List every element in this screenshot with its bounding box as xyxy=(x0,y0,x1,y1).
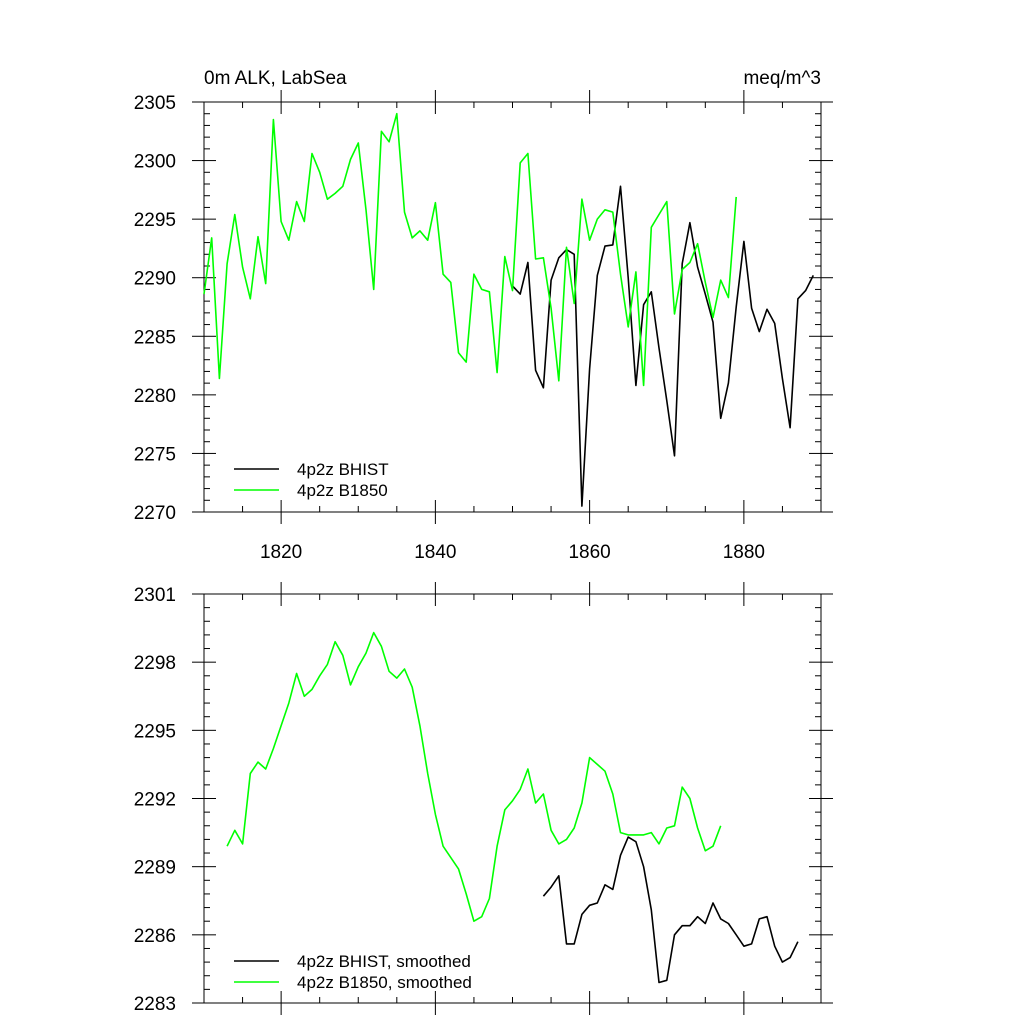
y-tick-label: 2285 xyxy=(134,327,176,348)
legend: 4p2z BHIST, smoothed 4p2z B1850, smoothe… xyxy=(234,952,472,992)
legend-label-bhist: 4p2z BHIST xyxy=(297,460,389,479)
y-tick-label: 2305 xyxy=(134,93,176,114)
chart-title: 0m ALK, LabSea xyxy=(204,68,347,89)
axis-ticks xyxy=(192,582,833,1015)
series-lines xyxy=(226,631,799,984)
legend-label-bhist-smoothed: 4p2z BHIST, smoothed xyxy=(297,952,471,971)
x-tick-label: 1880 xyxy=(723,542,765,563)
y-tick-label: 2283 xyxy=(134,994,176,1015)
y-tick-label: 2289 xyxy=(134,858,176,879)
plot-frame xyxy=(203,101,822,513)
y-tick-label: 2300 xyxy=(134,152,176,173)
y-tick-label: 2270 xyxy=(134,503,176,524)
y-tick-label: 2275 xyxy=(134,444,176,465)
y-tick-label: 2295 xyxy=(134,210,176,231)
x-tick-label: 1860 xyxy=(568,542,610,563)
series-line-b1850 xyxy=(203,112,737,387)
series-line-b1850 xyxy=(226,631,722,923)
y-tick-label: 2290 xyxy=(134,269,176,290)
legend-label-b1850: 4p2z B1850 xyxy=(297,481,388,500)
y-tick-labels: 2283 2286 2289 2292 2295 2298 2301 xyxy=(134,585,176,1015)
x-tick-label: 1840 xyxy=(414,542,456,563)
x-tick-label: 1820 xyxy=(260,542,302,563)
top-panel: 0m ALK, LabSea meq/m^3 22702275228022852… xyxy=(134,68,833,563)
plot-frame xyxy=(203,593,822,1004)
y-tick-label: 2298 xyxy=(134,653,176,674)
y-tick-label: 2301 xyxy=(134,585,176,606)
bottom-panel: 2283 2286 2289 2292 2295 2298 2301 4p2z BHIST,… xyxy=(134,582,833,1015)
series-lines xyxy=(203,112,815,507)
series-line-bhist xyxy=(511,185,815,507)
y-tick-labels: 2270 2275 2280 2285 2290 2295 2300 2305 xyxy=(134,93,176,524)
x-tick-labels: 1820 1840 1860 1880 xyxy=(260,542,765,563)
y-tick-label: 2292 xyxy=(134,790,176,811)
y-tick-label: 2286 xyxy=(134,926,176,947)
legend: 4p2z BHIST 4p2z B1850 xyxy=(234,460,389,500)
y-tick-label: 2295 xyxy=(134,721,176,742)
units-label: meq/m^3 xyxy=(743,68,821,89)
legend-label-b1850-smoothed: 4p2z B1850, smoothed xyxy=(297,973,472,992)
series-line-bhist xyxy=(542,836,799,984)
axis-ticks xyxy=(192,90,833,524)
y-tick-label: 2280 xyxy=(134,386,176,407)
